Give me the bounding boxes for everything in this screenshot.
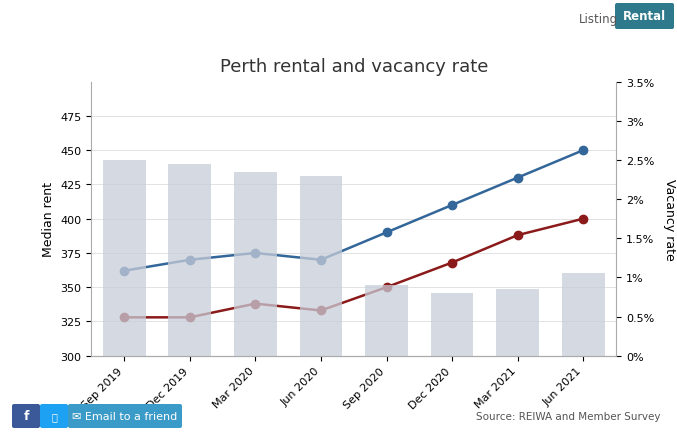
Text: 🐦: 🐦 [51,411,57,421]
Text: Listing: Listing [578,13,617,26]
Y-axis label: Median rent: Median rent [42,182,55,256]
Bar [365,286,408,356]
Bar [103,161,146,356]
Bar [234,172,277,356]
Text: ✉ Email to a friend: ✉ Email to a friend [72,411,177,421]
FancyBboxPatch shape [40,404,68,428]
Bar [496,289,539,356]
Title: Perth rental and vacancy rate: Perth rental and vacancy rate [219,57,488,76]
FancyBboxPatch shape [12,404,40,428]
FancyBboxPatch shape [68,404,182,428]
Bar [300,176,343,356]
Text: Source: REIWA and Member Survey: Source: REIWA and Member Survey [475,411,660,421]
FancyBboxPatch shape [615,4,674,30]
Text: Rental: Rental [622,10,665,23]
Bar [562,274,605,356]
Bar [169,164,211,356]
Bar [431,293,473,356]
Text: f: f [23,410,28,423]
Y-axis label: Vacancy rate: Vacancy rate [663,178,676,260]
